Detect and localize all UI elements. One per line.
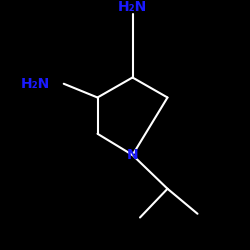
Text: H₂N: H₂N (118, 0, 147, 14)
Text: H₂N: H₂N (21, 77, 50, 91)
Text: N: N (127, 148, 138, 162)
